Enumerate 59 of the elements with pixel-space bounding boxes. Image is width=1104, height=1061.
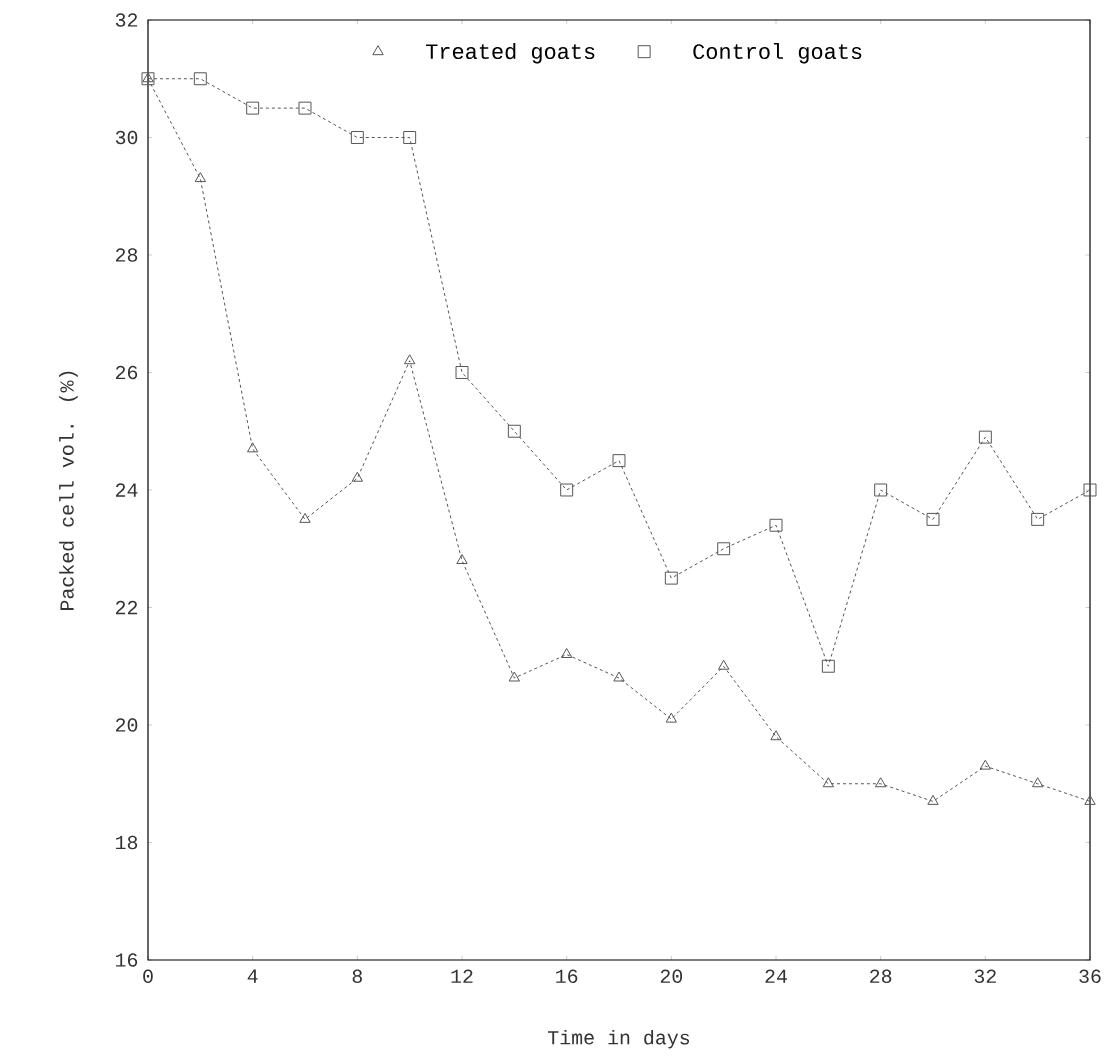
point: [875, 777, 887, 788]
y-tick-label: 32: [115, 13, 138, 27]
point: [299, 512, 311, 523]
point: [560, 648, 573, 658]
point: [403, 354, 416, 365]
point: [822, 777, 835, 788]
legend-label: Control goats: [693, 42, 862, 64]
x-tick-label: 16: [556, 969, 578, 984]
point: [193, 72, 207, 86]
point: [717, 542, 731, 556]
point: [717, 659, 730, 670]
point: [455, 366, 469, 379]
x-axis-title: Time in days: [547, 1029, 690, 1049]
point: [665, 712, 678, 723]
x-tick-label: 0: [143, 969, 153, 984]
point: [351, 471, 364, 482]
point: [456, 554, 468, 564]
x-tick-label: 12: [451, 969, 473, 983]
point: [664, 571, 678, 585]
y-tick-label: 22: [115, 600, 138, 615]
point: [769, 518, 783, 532]
point: [821, 659, 835, 673]
point: [1083, 483, 1097, 497]
point: [194, 172, 207, 183]
point: [403, 131, 417, 144]
point: [926, 512, 940, 526]
legend-label: Treated goats: [426, 42, 595, 64]
point: [612, 454, 626, 468]
x-tick-label: 28: [870, 969, 892, 984]
point: [246, 101, 260, 115]
point: [1084, 794, 1096, 805]
x-tick-label: 32: [974, 969, 996, 984]
point: [508, 671, 521, 682]
y-axis-title: Packed cell vol. (%): [59, 371, 78, 610]
point: [927, 794, 939, 805]
x-tick-label: 20: [660, 969, 683, 984]
point: [246, 442, 259, 453]
y-tick-label: 30: [115, 130, 138, 145]
point: [978, 430, 992, 444]
y-tick-label: 26: [115, 365, 138, 380]
y-tick-label: 16: [116, 953, 138, 967]
point: [1031, 512, 1045, 526]
point: [298, 101, 312, 115]
x-tick-label: 36: [1079, 969, 1101, 984]
y-tick-label: 20: [115, 718, 138, 732]
x-tick-label: 24: [765, 969, 787, 983]
y-tick-label: 18: [116, 835, 138, 850]
point: [770, 730, 782, 741]
point: [507, 424, 521, 438]
point: [979, 759, 992, 770]
y-tick-label: 28: [115, 248, 138, 262]
x-tick-label: 4: [247, 969, 258, 983]
y-tick-label: 24: [115, 483, 138, 497]
x-tick-label: 8: [352, 969, 362, 984]
point: [874, 483, 888, 497]
point: [350, 131, 364, 144]
point: [1032, 777, 1044, 788]
point: [560, 483, 574, 497]
point: [613, 671, 625, 682]
